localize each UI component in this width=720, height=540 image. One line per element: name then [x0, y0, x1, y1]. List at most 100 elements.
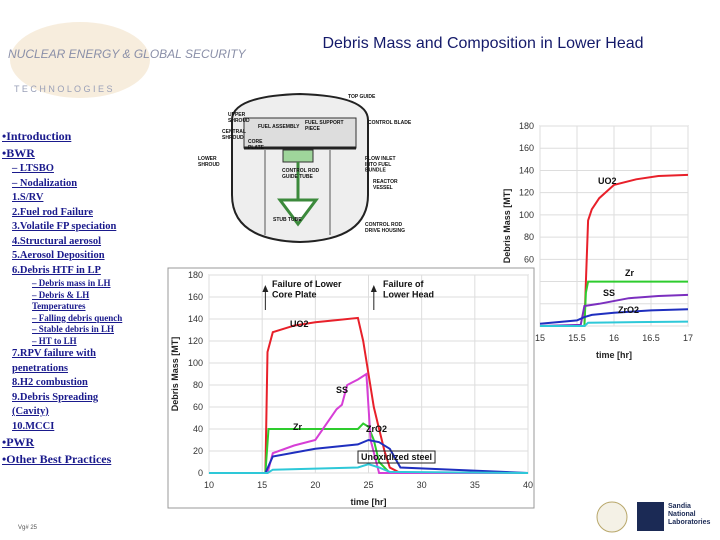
nav-link[interactable]: 6.Debris HTF in LP	[12, 264, 101, 276]
nav-link[interactable]: •BWR	[2, 146, 35, 160]
diagram-label: STUB TUBE	[273, 217, 302, 223]
chart: 0 20 40 60 80 100 120 140 160 180 10 15 20 25 30 35 40 ti…	[167, 267, 535, 509]
reactor-diagram: TOP GUIDE UPPER SHROUD CENTRAL SHROUD FUEL AS…	[198, 92, 412, 244]
nav-link[interactable]: – Debris mass in LH	[32, 278, 111, 288]
diagram-label: LOWER SHROUD	[198, 156, 220, 168]
y-tick-label: 100	[188, 358, 203, 368]
nav-link[interactable]: – LTSBO	[12, 163, 54, 174]
y-tick-label: 140	[188, 314, 203, 324]
logo-text: NUCLEAR ENERGY & GLOBAL SECURITY	[8, 47, 247, 61]
nav-list: •Introduction •BWR – LTSBO – Nodalization 1.…	[2, 128, 124, 468]
nav-link[interactable]: – Debris & LH Temperatures	[32, 289, 90, 312]
y-tick-label: 140	[519, 165, 534, 175]
x-axis-label: time [hr]	[596, 350, 632, 360]
series-label: SS	[336, 385, 348, 395]
x-tick-label: 15	[257, 480, 267, 490]
annotation: Failure of Lower Core Plate	[272, 279, 342, 299]
y-axis-label: Debris Mass [MT]	[170, 337, 180, 412]
y-tick-label: 120	[519, 188, 534, 198]
series-label: ZrO2	[366, 424, 387, 434]
sandia-text: Sandia National Laboratories	[668, 503, 711, 526]
nav-link[interactable]: 5.Aerosol Deposition	[12, 250, 105, 261]
nav-link[interactable]: 3.Volatile FP speciation	[12, 221, 117, 232]
x-tick-label: 17	[683, 333, 693, 343]
x-tick-label: 30	[417, 480, 427, 490]
nav-link[interactable]: 9.Debris Spreading (Cavity)	[12, 391, 99, 418]
x-tick-label: 15.5	[568, 333, 586, 343]
nav-link[interactable]: 4.Structural aerosol	[12, 235, 102, 247]
y-tick-label: 60	[524, 254, 534, 264]
x-tick-label: 25	[363, 480, 373, 490]
series-label: ZrO2	[618, 305, 639, 315]
footer-page: Vg# 25	[18, 525, 38, 531]
nav-link[interactable]: •PWR	[2, 435, 35, 449]
nav-link[interactable]: •Other Best Practices	[2, 452, 112, 466]
y-tick-label: 160	[188, 292, 203, 302]
sandia-mark	[637, 502, 664, 531]
diagram-label: CONTROL ROD DRIVE HOUSING	[365, 222, 405, 234]
y-tick-label: 120	[188, 336, 203, 346]
logo-globe	[10, 22, 150, 98]
arrow-head	[262, 285, 269, 292]
x-tick-label: 40	[523, 480, 533, 490]
nav-link[interactable]: – HT to LH	[32, 335, 77, 346]
line-series	[209, 438, 529, 474]
y-tick-label: 20	[193, 446, 203, 456]
y-tick-label: 0	[198, 468, 203, 478]
slide-title: Debris Mass and Composition in Lower Hea…	[322, 35, 643, 52]
line-series	[209, 316, 528, 474]
nav-link[interactable]: – Stable debris in LH	[32, 324, 115, 334]
diagram-label: CORE PLATE	[248, 139, 265, 151]
line-series	[540, 320, 689, 327]
nav-link[interactable]: •Introduction	[2, 129, 72, 143]
x-tick-label: 35	[470, 480, 480, 490]
y-tick-label: 100	[519, 210, 534, 220]
y-tick-label: 180	[188, 270, 203, 280]
diagram-label: FUEL SUPPORT PIECE	[305, 120, 344, 132]
y-tick-label: 40	[193, 424, 203, 434]
x-tick-label: 16.5	[642, 333, 660, 343]
logo: NUCLEAR ENERGY & GLOBAL SECURITY T E C H…	[8, 22, 247, 98]
nav-link[interactable]: – Nodalization	[12, 177, 78, 189]
nav-link[interactable]: 7.RPV failure with penetrations	[12, 348, 96, 374]
nav-link[interactable]: 8.H2 combustion	[12, 377, 88, 388]
y-tick-label: 60	[193, 402, 203, 412]
nav-link[interactable]: 1.S/RV	[12, 192, 44, 203]
logo-text: T E C H N O L O G I E S	[14, 84, 113, 94]
marker	[282, 149, 314, 163]
chart: 0204060801001201401601801515.51616.517ti…	[502, 121, 693, 360]
diagram-label: CENTRAL SHROUD	[222, 129, 246, 141]
x-tick-label: 20	[310, 480, 320, 490]
core	[243, 117, 357, 149]
series-label: Zr	[293, 422, 302, 432]
label-box	[357, 450, 436, 464]
arrow-head	[370, 285, 377, 292]
x-tick-label: 16	[609, 333, 619, 343]
diagram-label: TOP GUIDE	[348, 94, 376, 100]
y-tick-label: 80	[524, 232, 534, 242]
y-tick-label: 180	[519, 121, 534, 131]
nav-link[interactable]: – Falling debris quench	[32, 312, 123, 323]
diagram-label: REACTOR VESSEL	[373, 179, 398, 191]
nav-link[interactable]: 2.Fuel rod Failure	[12, 206, 93, 218]
annotation: Failure of Lower Head	[383, 279, 434, 299]
diagram-label: CONTROL ROD GUIDE TUBE	[282, 168, 320, 180]
series-label: Zr	[625, 268, 634, 278]
diagram-label: CONTROL BLADE	[368, 120, 412, 126]
y-tick-label: 160	[519, 143, 534, 153]
footer-logos: Sandia National Laboratories	[596, 501, 711, 533]
x-axis-label: time [hr]	[351, 497, 387, 507]
x-tick-label: 15	[535, 333, 545, 343]
y-axis-label: Debris Mass [MT]	[502, 189, 512, 264]
diagram-label: FUEL ASSEMBLY	[258, 124, 300, 130]
series-label: UO2	[290, 319, 309, 329]
series-label: Unoxidized steel	[361, 452, 432, 462]
line-series	[209, 422, 528, 474]
line-series	[539, 308, 689, 325]
nav-link[interactable]: 10.MCCI	[12, 420, 55, 432]
series-label: SS	[603, 288, 615, 298]
line-series	[209, 463, 529, 474]
y-tick-label: 80	[193, 380, 203, 390]
